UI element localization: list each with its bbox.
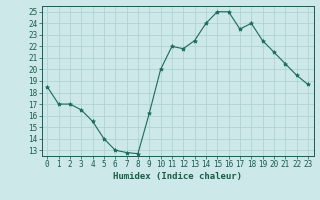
X-axis label: Humidex (Indice chaleur): Humidex (Indice chaleur): [113, 172, 242, 181]
